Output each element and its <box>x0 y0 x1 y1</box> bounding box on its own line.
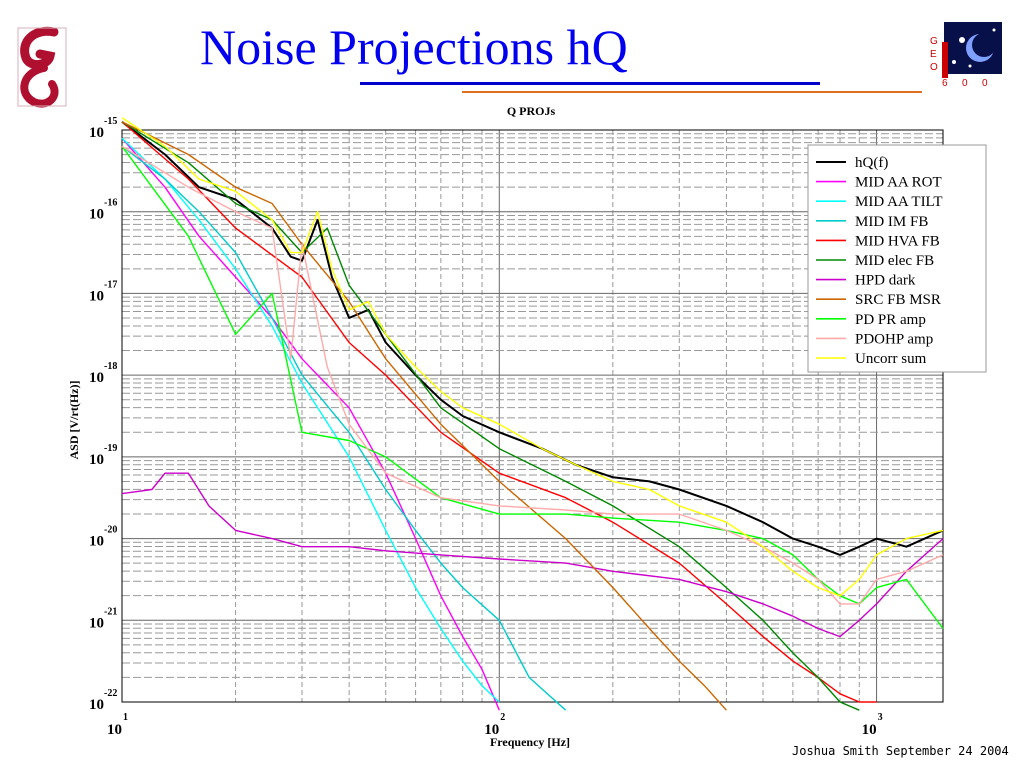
y-tick-label-5: 10 <box>89 534 104 550</box>
legend-label-7: SRC FB MSR <box>855 292 941 308</box>
y-tick-label-1: 10 <box>89 207 104 223</box>
y-tick-label-0: 10 <box>89 125 104 141</box>
geo-digit-0a: 0 <box>962 78 968 88</box>
series-line-7 <box>121 121 727 711</box>
y-tick-exponent-6: -21 <box>104 606 117 617</box>
series-layer <box>121 117 944 711</box>
x-tick-label-1: 10 <box>484 722 499 738</box>
geo-letter-e: E <box>930 49 937 60</box>
series-line-6 <box>121 472 944 638</box>
slide-title: Noise Projections hQ <box>200 19 628 75</box>
slide-footer: Joshua Smith September 24 2004 <box>792 744 1009 758</box>
series-line-1 <box>121 137 500 711</box>
chart-title: Q PROJs <box>507 104 556 118</box>
legend-label-2: MID AA TILT <box>855 194 943 210</box>
legend-box <box>807 144 987 373</box>
y-tick-label-7: 10 <box>89 697 104 713</box>
legend-label-5: MID elec FB <box>855 253 934 269</box>
series-line-2 <box>121 137 500 703</box>
y-tick-label-4: 10 <box>89 452 104 468</box>
legend-label-4: MID HVA FB <box>855 233 940 249</box>
y-tick-exponent-5: -20 <box>104 525 117 536</box>
legend-label-10: Uncorr sum <box>855 351 927 367</box>
geo-digit-6: 6 <box>942 78 948 88</box>
x-tick-exponent-1: 2 <box>500 712 505 723</box>
y-tick-exponent-7: -22 <box>104 688 117 699</box>
legend-label-9: PDOHP amp <box>855 331 933 347</box>
y-tick-label-3: 10 <box>89 370 104 386</box>
y-tick-label-2: 10 <box>89 288 104 304</box>
geo600-logo-icon: G E O 6 0 0 <box>930 22 1002 88</box>
x-axis-label: Frequency [Hz] <box>490 735 570 749</box>
x-tick-label-0: 10 <box>107 722 122 738</box>
legend-label-3: MID IM FB <box>855 214 928 230</box>
legend-label-0: hQ(f) <box>855 155 888 171</box>
series-line-10 <box>121 117 944 597</box>
x-tick-exponent-2: 3 <box>878 712 883 723</box>
y-axis-label: ASD [V/rt(Hz)] <box>67 381 81 460</box>
geo-digit-0b: 0 <box>982 78 988 88</box>
geo-letter-o: O <box>930 62 938 73</box>
legend-label-6: HPD dark <box>855 273 916 289</box>
y-tick-exponent-2: -17 <box>104 279 117 290</box>
chart-legend: hQ(f) MID AA ROT MID AA TILT MID IM FB MID H… <box>807 144 987 373</box>
title-accent-rule <box>462 91 922 93</box>
y-tick-exponent-3: -18 <box>104 361 117 372</box>
geo-letter-g: G <box>930 36 938 47</box>
legend-label-8: PD PR amp <box>855 312 926 328</box>
y-tick-exponent-0: -15 <box>104 116 117 127</box>
y-tick-exponent-1: -16 <box>104 198 117 209</box>
plot-frame <box>121 129 944 703</box>
series-line-4 <box>121 121 877 703</box>
legend-label-1: MID AA ROT <box>855 175 942 191</box>
series-line-0 <box>121 121 944 556</box>
glasgow-g-logo-icon <box>17 26 67 108</box>
series-line-9 <box>121 145 944 605</box>
y-tick-exponent-4: -19 <box>104 443 117 454</box>
y-tick-label-6: 10 <box>89 615 104 631</box>
series-line-3 <box>121 145 567 711</box>
x-tick-label-2: 10 <box>862 722 877 738</box>
series-line-8 <box>121 145 944 629</box>
x-tick-exponent-0: 1 <box>123 712 128 723</box>
title-underline <box>360 82 820 85</box>
